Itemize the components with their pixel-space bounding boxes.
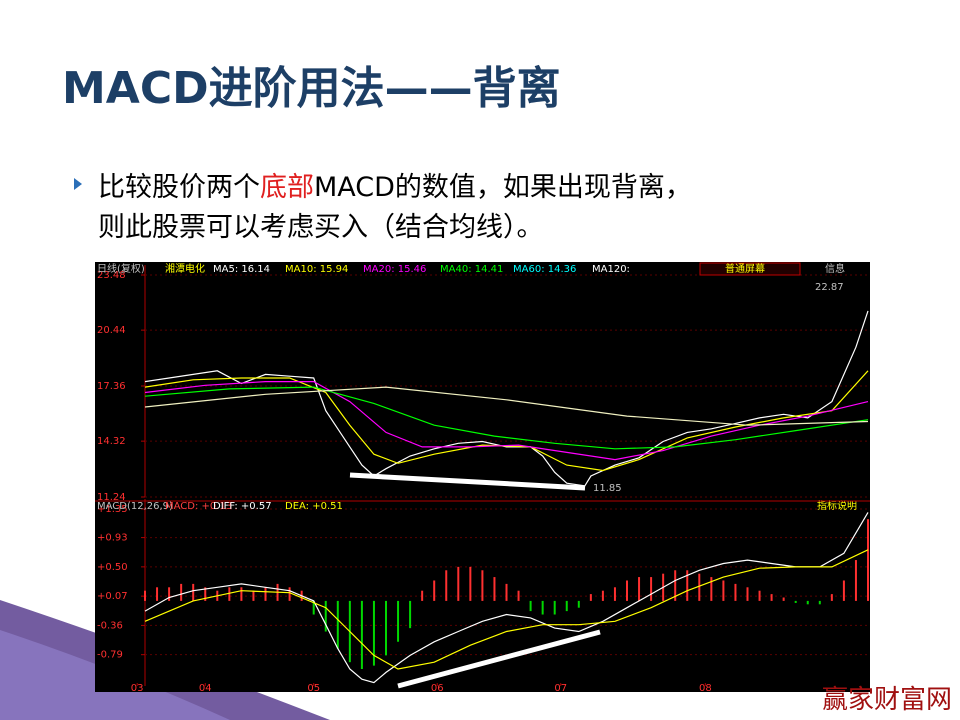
y-tick-label: 23.48 [97,270,126,281]
highlight: 底部 [260,172,314,203]
series-line [144,386,869,450]
button-label: 信息 [825,262,845,275]
stock-chart: 23.48 20.44 17.36 14.32 11.24 日线(复权) 湘潭电化 MA5: … [95,262,870,692]
y-tick-label: 20.44 [97,325,126,336]
header-label: MA20: 15.46 [363,264,426,275]
divergence-line [349,472,586,491]
annotation: 22.87 [815,282,844,293]
text: MACD的数值，如果出现背离， [314,172,692,203]
header-label: MA5: 16.14 [213,264,270,275]
series-line [144,549,869,670]
button [699,262,801,276]
y-tick-label: 11.24 [97,492,126,503]
annotation: 11.85 [593,483,622,494]
y-tick-label: 14.32 [97,436,126,447]
series-line [144,512,869,684]
y-tick-label: +0.50 [97,562,128,573]
header-label: MA10: 15.94 [285,264,348,275]
y-tick-label: 17.36 [97,381,126,392]
x-tick-label: 03 [131,683,144,692]
button-label: 指标说明 [817,499,857,512]
series-line [144,386,869,426]
x-tick-label: 07 [554,683,567,692]
x-tick-label: 06 [431,683,444,692]
button-label: 普通屏幕 [725,262,765,275]
header-label: MA120: [592,264,630,275]
y-tick-label: -0.79 [97,650,123,661]
header-label: 日线(复权) [97,262,145,275]
x-tick-label: 04 [199,683,212,692]
y-tick-label: -0.36 [97,620,123,631]
background [95,262,870,692]
watermark: 赢家财富网 [821,685,952,715]
header-label: MACD(12,26,9) [97,501,173,512]
header-label: 湘潭电化 [165,262,205,275]
y-tick-label: +0.07 [97,591,128,602]
series-line [144,370,869,472]
divergence-line [397,629,601,689]
text: 比较股价两个 [98,172,260,203]
header-label: MACD: +0.13 [165,501,232,512]
bullet-icon [74,178,82,190]
series-line [144,310,869,487]
x-tick-label: 05 [307,683,320,692]
header-label: MA40: 14.41 [440,264,503,275]
series-line [144,381,869,461]
slide-title: MACD进阶用法——背离 [62,63,561,114]
x-tick-label: 08 [699,683,712,692]
bullet-line: 比较股价两个底部MACD的数值，如果出现背离， [98,165,692,204]
y-tick-label: +0.93 [97,533,128,544]
header-label: DIFF: +0.57 [213,501,272,512]
header-label: DEA: +0.51 [285,501,343,512]
y-tick-label: +1.35 [97,504,128,515]
bullet-line: 则此股票可以考虑买入（结合均线）。 [98,212,544,243]
header-label: MA60: 14.36 [513,264,576,275]
